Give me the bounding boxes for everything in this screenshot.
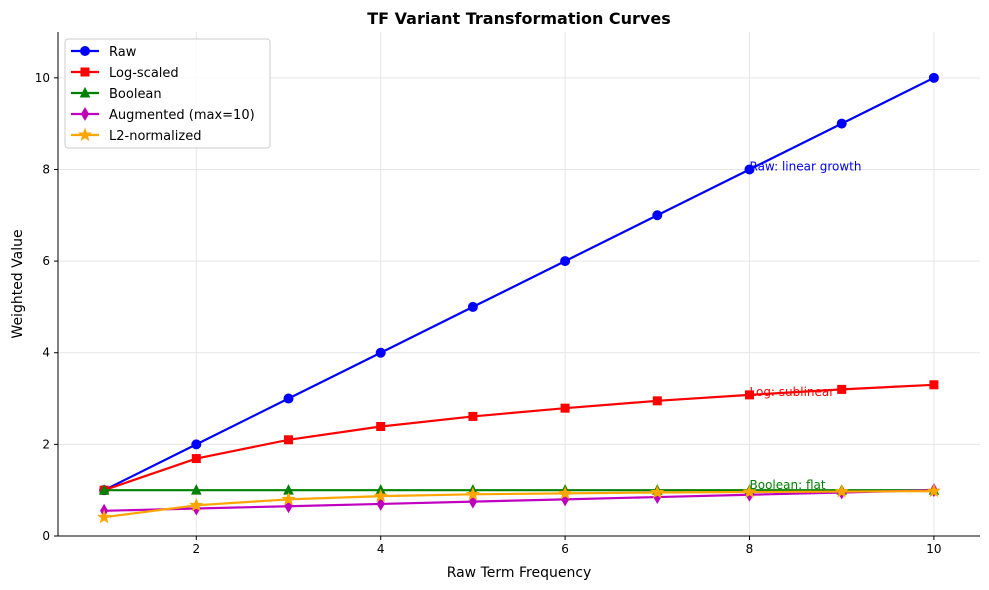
data-point bbox=[189, 497, 204, 512]
data-point bbox=[745, 390, 754, 400]
data-point bbox=[560, 256, 571, 267]
y-tick-label: 2 bbox=[42, 437, 50, 451]
data-point bbox=[97, 509, 112, 524]
data-point bbox=[834, 484, 849, 498]
data-point bbox=[376, 496, 385, 511]
data-point bbox=[926, 483, 941, 498]
data-point bbox=[467, 301, 478, 312]
y-axis-label: Weighted Value bbox=[10, 229, 26, 338]
legend-label: Raw bbox=[109, 45, 137, 60]
legend-label: L2-normalized bbox=[109, 129, 201, 144]
chart-title: TF Variant Transformation Curves bbox=[367, 9, 670, 28]
data-point bbox=[468, 411, 478, 421]
legend-label: Augmented (max=10) bbox=[109, 108, 255, 123]
y-tick-label: 0 bbox=[42, 529, 50, 543]
annotation: Log: sublinear bbox=[750, 385, 835, 399]
data-point bbox=[283, 393, 294, 404]
legend-label: Log-scaled bbox=[109, 66, 179, 81]
legend-marker bbox=[80, 67, 90, 77]
data-point bbox=[928, 72, 939, 83]
data-point bbox=[98, 484, 110, 495]
data-point bbox=[375, 347, 386, 358]
x-axis-label: Raw Term Frequency bbox=[447, 565, 592, 581]
data-point bbox=[652, 396, 662, 406]
series-line bbox=[104, 489, 934, 512]
data-point bbox=[929, 380, 939, 390]
legend-marker bbox=[78, 127, 92, 142]
data-point bbox=[190, 484, 202, 495]
data-point bbox=[284, 435, 293, 445]
data-point bbox=[191, 439, 202, 450]
legend-marker bbox=[79, 86, 91, 98]
data-point bbox=[744, 164, 755, 175]
y-tick-label: 8 bbox=[42, 162, 50, 176]
series-line bbox=[103, 76, 935, 492]
annotation: Raw: linear growth bbox=[750, 159, 862, 173]
annotation: Boolean: flat bbox=[750, 478, 826, 492]
data-point bbox=[558, 486, 573, 500]
y-tick-label: 6 bbox=[42, 254, 50, 268]
x-tick-label: 2 bbox=[192, 542, 200, 556]
y-tick-label: 10 bbox=[35, 71, 50, 85]
data-point bbox=[281, 491, 296, 506]
series-line bbox=[103, 489, 934, 519]
series-line bbox=[103, 383, 934, 492]
data-point bbox=[376, 421, 386, 431]
legend-label: Boolean bbox=[109, 87, 162, 102]
x-tick-label: 8 bbox=[746, 542, 754, 556]
data-point bbox=[837, 384, 847, 394]
legend-marker bbox=[80, 46, 90, 56]
x-tick-label: 10 bbox=[926, 542, 941, 556]
data-point bbox=[465, 486, 480, 501]
x-tick-label: 6 bbox=[561, 542, 569, 556]
data-point bbox=[560, 403, 570, 413]
data-point bbox=[652, 210, 663, 221]
data-point bbox=[191, 454, 201, 464]
y-tick-label: 4 bbox=[42, 346, 50, 360]
data-point bbox=[836, 118, 847, 129]
x-tick-label: 4 bbox=[377, 542, 385, 556]
legend-box bbox=[64, 38, 271, 149]
legend-marker bbox=[80, 107, 90, 121]
data-point bbox=[742, 484, 757, 499]
data-point bbox=[650, 485, 665, 499]
data-point bbox=[373, 488, 388, 503]
